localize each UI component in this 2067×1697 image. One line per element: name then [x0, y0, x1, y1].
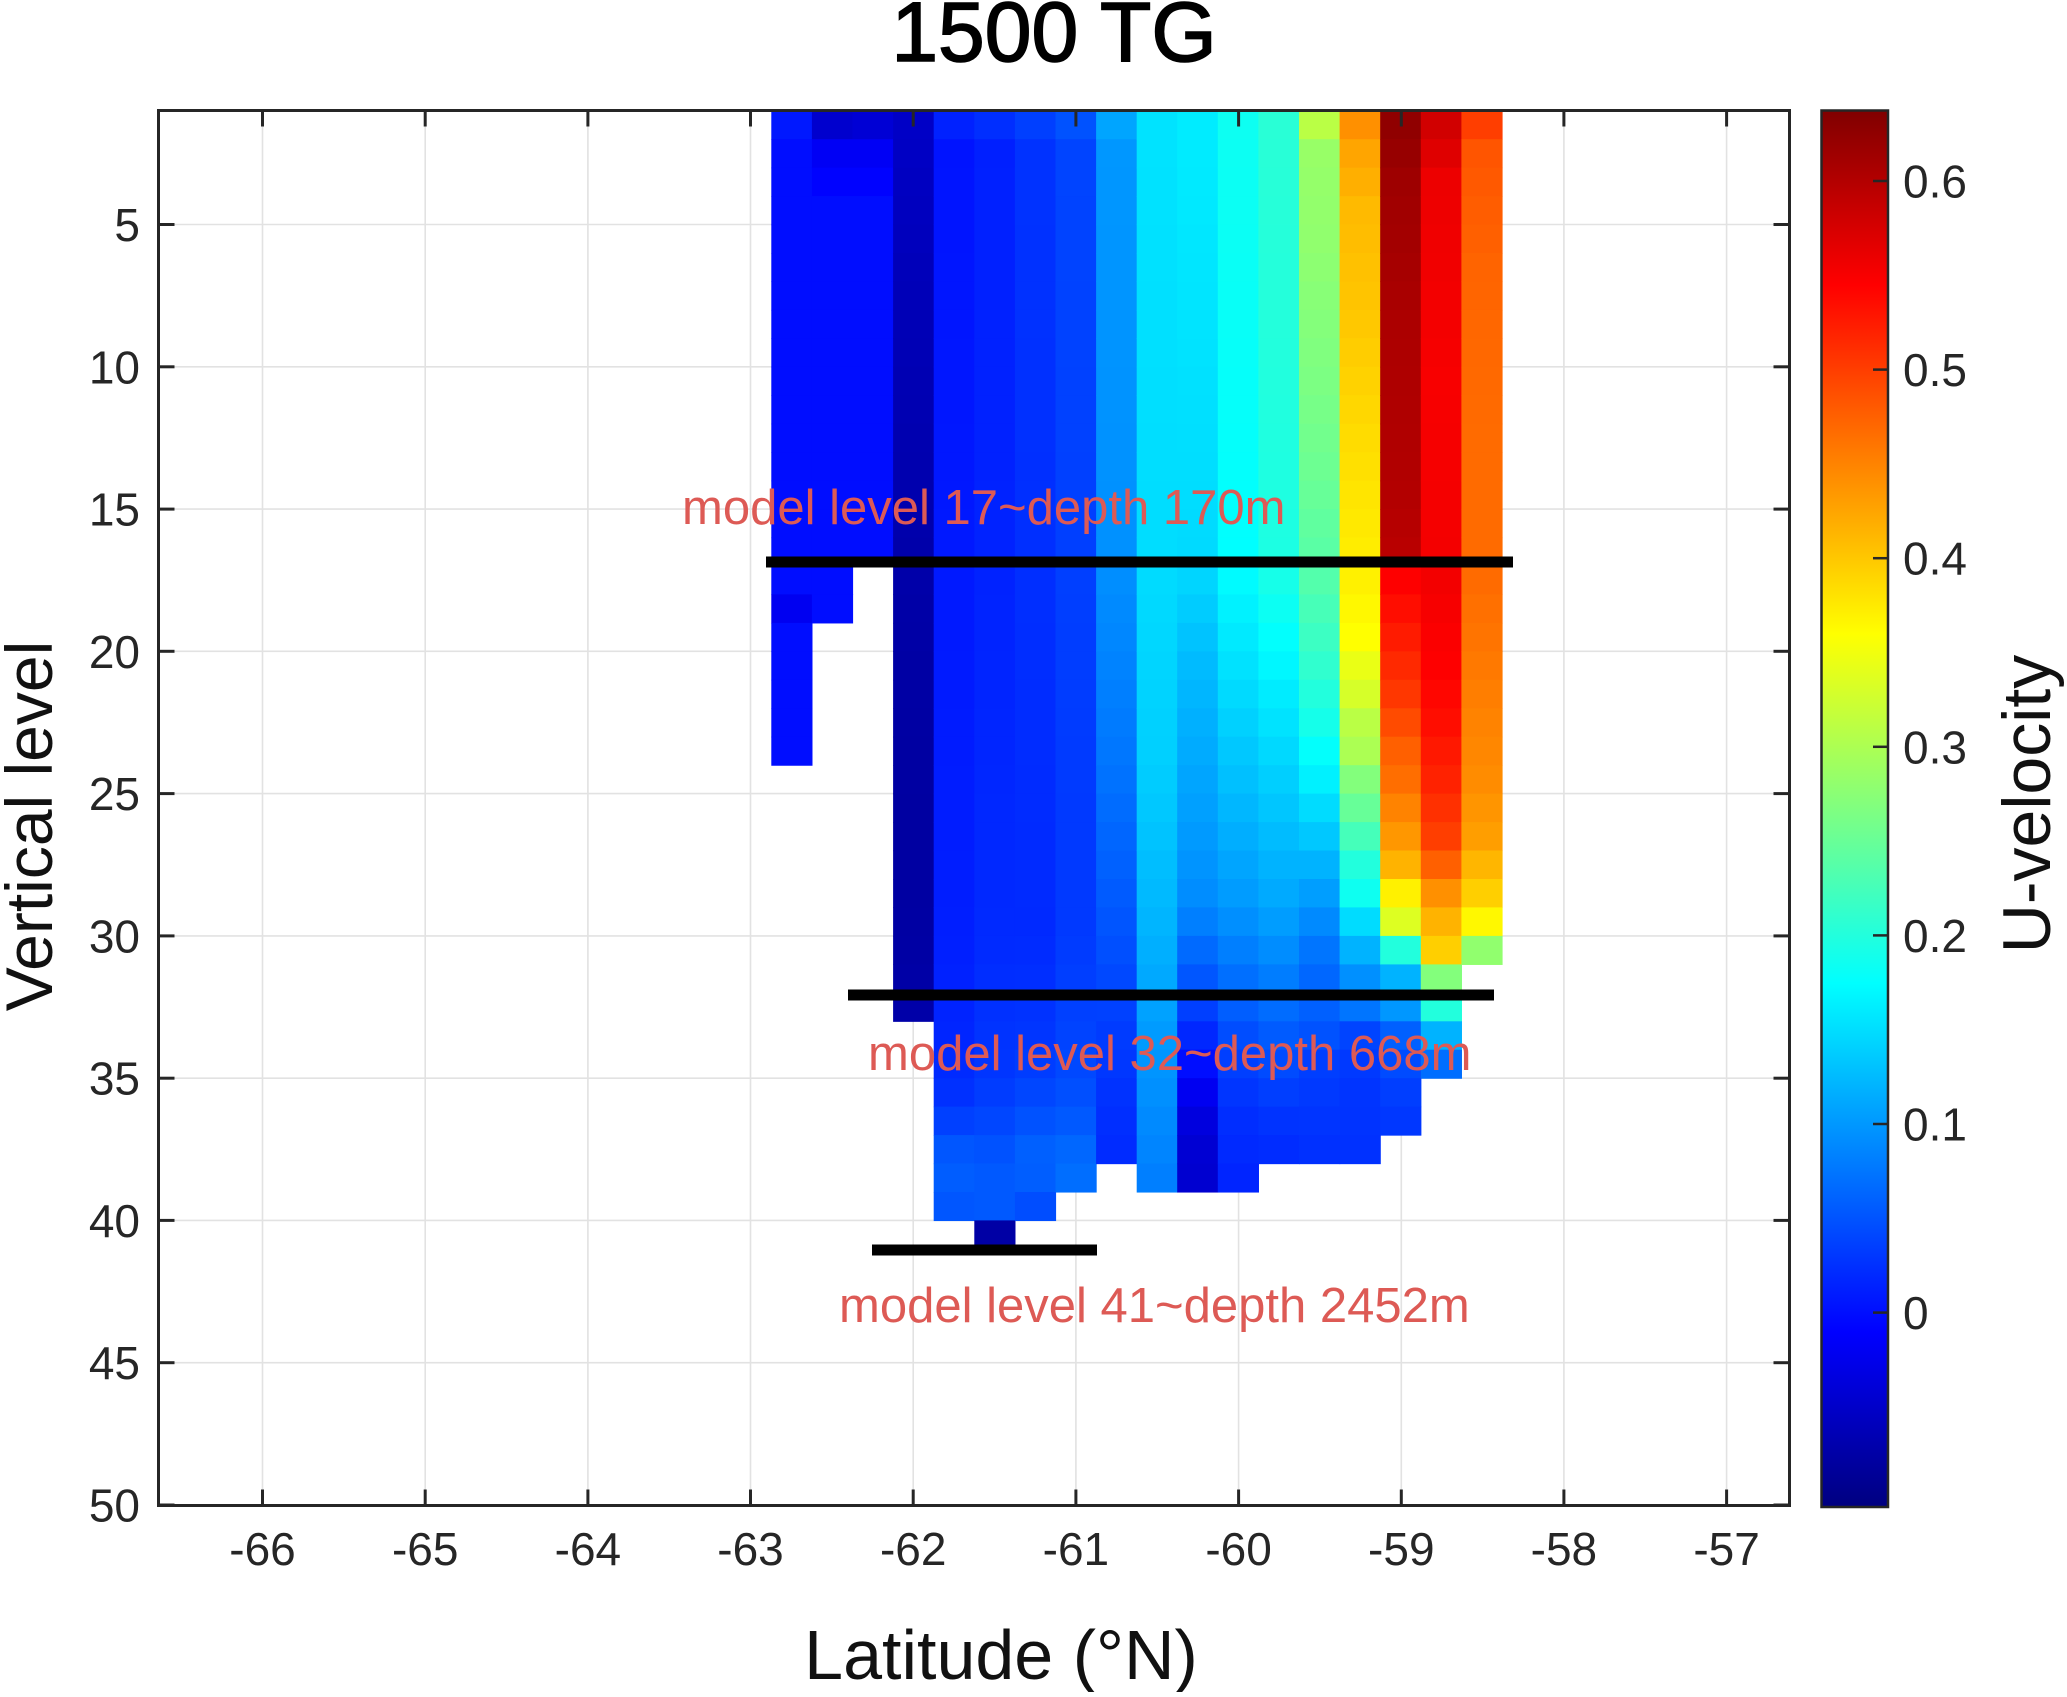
svg-text:30: 30 — [89, 910, 140, 962]
svg-text:40: 40 — [89, 1195, 140, 1247]
svg-text:-64: -64 — [555, 1523, 621, 1575]
svg-text:Vertical level: Vertical level — [0, 641, 66, 1012]
svg-text:-63: -63 — [717, 1523, 783, 1575]
svg-text:35: 35 — [89, 1053, 140, 1105]
svg-text:0.5: 0.5 — [1903, 344, 1967, 396]
svg-text:model level 32~depth 668m: model level 32~depth 668m — [868, 1027, 1471, 1081]
svg-text:-62: -62 — [880, 1523, 946, 1575]
svg-text:20: 20 — [89, 626, 140, 678]
svg-text:-58: -58 — [1531, 1523, 1597, 1575]
svg-text:model level 41~depth 2452m: model level 41~depth 2452m — [839, 1279, 1470, 1333]
svg-text:0: 0 — [1903, 1287, 1929, 1339]
svg-text:45: 45 — [89, 1337, 140, 1389]
svg-text:-65: -65 — [392, 1523, 458, 1575]
svg-text:-60: -60 — [1205, 1523, 1271, 1575]
svg-text:5: 5 — [114, 199, 140, 251]
svg-text:0.1: 0.1 — [1903, 1099, 1967, 1151]
svg-text:0.2: 0.2 — [1903, 910, 1967, 962]
svg-text:50: 50 — [89, 1480, 140, 1532]
svg-text:Latitude (°N): Latitude (°N) — [804, 1616, 1198, 1692]
svg-text:0.4: 0.4 — [1903, 533, 1967, 585]
svg-text:15: 15 — [89, 484, 140, 536]
svg-text:1500 TG: 1500 TG — [891, 0, 1216, 79]
svg-text:0.6: 0.6 — [1903, 156, 1967, 208]
svg-text:10: 10 — [89, 341, 140, 393]
svg-text:-66: -66 — [229, 1523, 295, 1575]
svg-text:25: 25 — [89, 768, 140, 820]
svg-text:0.3: 0.3 — [1903, 721, 1967, 773]
svg-text:-57: -57 — [1693, 1523, 1759, 1575]
svg-text:-61: -61 — [1043, 1523, 1109, 1575]
svg-text:model level 17~depth 170m: model level 17~depth 170m — [682, 481, 1285, 535]
svg-text:-59: -59 — [1368, 1523, 1434, 1575]
svg-text:U-velocity: U-velocity — [1989, 655, 2065, 954]
